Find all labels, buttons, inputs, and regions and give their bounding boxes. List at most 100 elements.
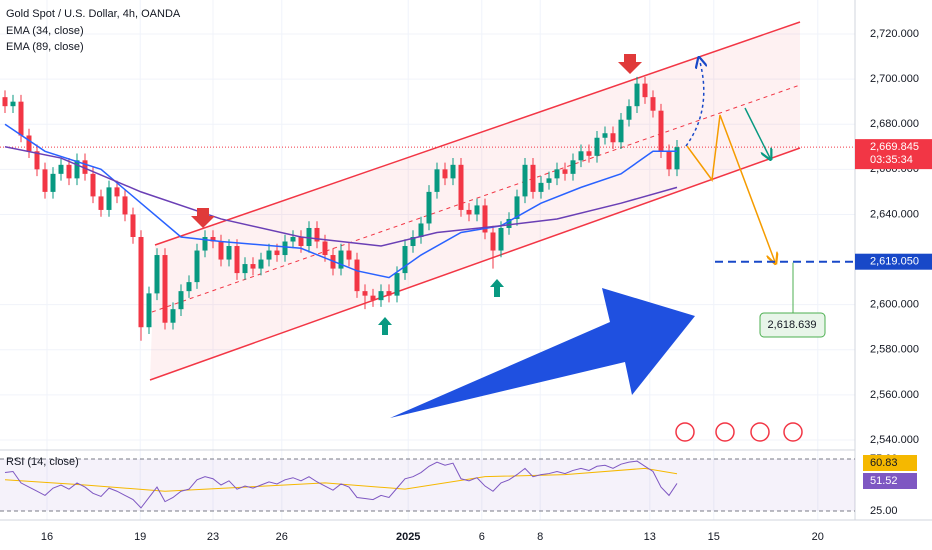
candle-body bbox=[474, 205, 480, 215]
candle-body bbox=[394, 273, 400, 296]
y-tick-label: 2,560.000 bbox=[870, 389, 919, 401]
candle-body bbox=[194, 250, 200, 283]
indicator-line bbox=[4, 146, 678, 247]
candle-body bbox=[634, 83, 640, 107]
up-arrow bbox=[490, 279, 504, 297]
candle-body bbox=[450, 164, 456, 179]
candle-body bbox=[378, 291, 384, 301]
candle-body bbox=[538, 182, 544, 192]
candle-body bbox=[82, 160, 88, 174]
candle-body bbox=[546, 178, 552, 183]
y-tick-label: 2,600.000 bbox=[870, 299, 919, 311]
rsi-value-label: 51.52 bbox=[870, 475, 898, 487]
candle-body bbox=[586, 151, 592, 156]
candle-body bbox=[346, 250, 352, 260]
chart-title: Gold Spot / U.S. Dollar, 4h, OANDA bbox=[6, 8, 181, 20]
last-price-label: 2,669.845 bbox=[870, 141, 919, 153]
candle-body bbox=[610, 133, 616, 143]
measure-label: 2,618.639 bbox=[768, 319, 817, 331]
channel-mid bbox=[151, 84, 801, 313]
candle-body bbox=[202, 237, 208, 251]
candle-body bbox=[514, 196, 520, 219]
x-tick-label: 8 bbox=[537, 531, 543, 543]
x-tick-label: 15 bbox=[708, 531, 720, 543]
rsi-tick-label: 25.00 bbox=[870, 505, 898, 517]
rsi-tag bbox=[863, 473, 917, 489]
candle-body bbox=[434, 169, 440, 192]
candle-body bbox=[274, 250, 280, 256]
candle-body bbox=[354, 259, 360, 292]
candle-body bbox=[282, 241, 288, 256]
candle-body bbox=[258, 259, 264, 269]
candle-body bbox=[362, 291, 368, 296]
projection-down bbox=[686, 114, 775, 262]
rsi-label: RSI (14, close) bbox=[6, 456, 79, 468]
candle-body bbox=[370, 295, 376, 301]
x-tick-label: 6 bbox=[479, 531, 485, 543]
indicator-line bbox=[4, 467, 678, 492]
candle-body bbox=[658, 110, 664, 152]
indicator-line bbox=[4, 123, 677, 279]
candle-body bbox=[530, 164, 536, 192]
candle-body bbox=[290, 237, 296, 242]
candle-body bbox=[138, 237, 144, 328]
candle-body bbox=[674, 147, 680, 170]
target-label: 2,619.050 bbox=[870, 256, 919, 268]
candle-body bbox=[386, 291, 392, 296]
candle-body bbox=[186, 282, 192, 292]
candle-body bbox=[18, 101, 24, 136]
plot bbox=[0, 76, 855, 341]
candle-body bbox=[42, 169, 48, 192]
down-arrow bbox=[191, 208, 215, 228]
candle-body bbox=[154, 255, 160, 294]
candle-body bbox=[626, 106, 632, 120]
y-tick-label: 2,540.000 bbox=[870, 434, 919, 446]
candle-body bbox=[490, 232, 496, 251]
y-tick-label: 2,680.000 bbox=[870, 118, 919, 130]
countdown-label: 03:35:34 bbox=[870, 154, 913, 166]
x-tick-label: 2025 bbox=[396, 531, 420, 543]
candle-body bbox=[210, 237, 216, 242]
candle-body bbox=[642, 83, 648, 98]
candle-body bbox=[402, 246, 408, 274]
candle-body bbox=[426, 191, 432, 224]
candle-body bbox=[410, 237, 416, 247]
candle-body bbox=[562, 169, 568, 174]
candle-body bbox=[338, 250, 344, 269]
legend-entry: EMA (89, close) bbox=[6, 41, 84, 53]
candle-body bbox=[242, 264, 248, 274]
x-tick-label: 26 bbox=[276, 531, 288, 543]
overlay: 2,720.0002,700.0002,680.0002,660.0002,64… bbox=[41, 28, 932, 543]
down-arrow bbox=[618, 54, 642, 74]
candle-body bbox=[666, 151, 672, 170]
rsi-line bbox=[4, 460, 678, 509]
candle-body bbox=[266, 250, 272, 260]
candle-body bbox=[602, 133, 608, 138]
candle-body bbox=[66, 164, 72, 179]
candle-body bbox=[162, 255, 168, 323]
candle-body bbox=[146, 293, 152, 328]
candle-body bbox=[2, 97, 8, 107]
candle-body bbox=[498, 227, 504, 251]
candle-body bbox=[26, 135, 32, 152]
x-tick-label: 19 bbox=[134, 531, 146, 543]
x-tick-label: 20 bbox=[812, 531, 824, 543]
trend-arrow bbox=[390, 288, 695, 418]
candle-body bbox=[298, 237, 304, 247]
candle-body bbox=[570, 160, 576, 174]
candle-body bbox=[130, 214, 136, 237]
channel-upper bbox=[154, 21, 801, 246]
rsi-ma-label: 60.83 bbox=[870, 457, 898, 469]
candle-body bbox=[98, 196, 104, 210]
last-price-tag bbox=[855, 139, 932, 170]
rsi-ma-tag bbox=[863, 455, 917, 471]
candle-body bbox=[442, 169, 448, 179]
candle-body bbox=[90, 173, 96, 197]
candle-body bbox=[554, 169, 560, 179]
candle-body bbox=[170, 309, 176, 323]
x-tick-label: 23 bbox=[207, 531, 219, 543]
candle-body bbox=[58, 164, 64, 174]
event-icons bbox=[675, 422, 803, 442]
candle-body bbox=[578, 151, 584, 161]
